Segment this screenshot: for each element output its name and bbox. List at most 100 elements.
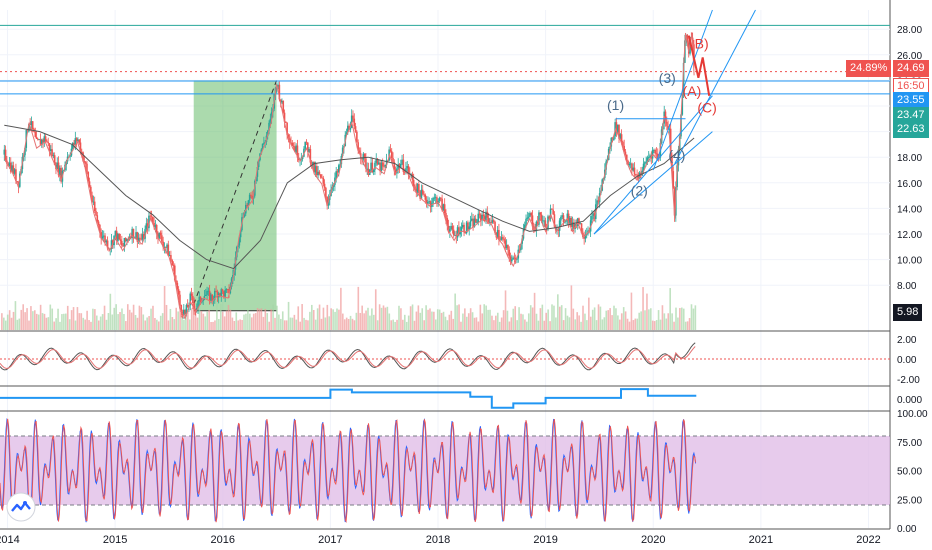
volume-bar [419,312,422,330]
candle-body [43,136,46,143]
time-axis[interactable]: 2014 2015 2016 2017 2018 2019 2020 2021 2022 [0,534,881,546]
candle-body [13,169,16,174]
candle-body [516,258,518,260]
volume-bar [82,317,85,330]
volume-bar [382,305,385,330]
volume-bar [429,308,431,330]
volume-bar [22,304,24,330]
candle-body [153,222,155,228]
candle-body [653,149,655,151]
candle-body [362,153,365,160]
candle-body [279,99,282,103]
candle-body [610,137,613,147]
candle-body [71,142,74,149]
volume-bar [202,313,205,330]
volume-bar [103,305,106,330]
candle-body [451,226,454,230]
tradingview-logo-icon[interactable] [6,492,36,522]
volume-bar [123,314,125,330]
volume-bar [671,313,673,330]
candle-body [501,237,504,239]
candle-body [536,221,539,225]
candle-body [42,139,44,143]
candle-body [219,293,221,297]
candle-body [687,42,690,54]
volume-bar [254,313,257,330]
volume-bar [353,320,356,330]
volume-bar [119,312,121,330]
candle-body [335,171,337,178]
candle-body [278,84,281,100]
volume-bar [580,321,582,330]
volume-bar [434,319,437,330]
candle-body [78,139,81,143]
candle-body [491,220,494,223]
candle-body [223,291,225,297]
candle-body [96,215,99,222]
volume-bar [183,319,185,330]
time-tick-label: 2019 [533,534,557,546]
candle-body [428,201,430,203]
time-tick-label: 2017 [318,534,342,546]
candle-body [478,213,481,215]
candle-body [74,138,77,145]
candle-body [356,131,358,143]
volume-bar [61,314,63,330]
volume-bar [57,308,59,330]
candle-body [179,294,181,306]
time-tick-label: 2015 [103,534,127,546]
volume-bar [396,319,398,330]
candle-body [557,229,560,231]
candle-body [38,139,40,141]
candle-body [322,177,325,184]
volume-bar [63,313,65,330]
oscillator-tick-label: -2.00 [897,375,920,386]
candle-body [668,128,671,130]
candle-body [152,216,154,223]
candle-body [214,290,216,300]
candle-body [567,213,570,224]
candle-body [419,191,421,199]
candle-body [87,172,90,182]
candle-body [579,223,582,225]
volume-bar [371,308,373,330]
volume-bar [88,320,90,330]
candle-body [436,197,438,204]
candle-body [392,157,394,162]
range-diagonal [193,80,278,305]
volume-bar [380,307,383,330]
candle-body [492,220,495,222]
volume-bar [487,309,489,330]
candle-body [100,232,102,239]
time-tick-label: 2020 [641,534,665,546]
volume-bar [626,318,629,330]
time-tick-label: 2022 [856,534,880,546]
volume-bar [543,320,546,330]
candle-body [540,214,543,221]
candle-body [371,162,374,172]
candle-body [418,183,420,192]
candle-body [28,124,30,132]
candle-body [645,161,647,163]
volume-bar [210,321,212,330]
candle-body [192,295,194,304]
candle-body [372,169,375,172]
volume-bar [80,313,83,330]
volume-bar [446,320,449,330]
candle-body [445,213,447,219]
volume-bar [74,320,77,330]
volume-bar [496,312,499,330]
candle-body [353,118,356,127]
candle-body [561,215,563,217]
volume-bar [694,305,697,330]
candle-body [211,294,214,300]
volume-bar [332,309,334,330]
volume-bar [198,295,201,330]
candle-body [548,216,551,219]
candle-body [105,240,108,243]
candle-body [318,171,321,175]
candle-body [177,289,180,295]
volume-bar [30,306,32,330]
time-tick-label: 2016 [211,534,235,546]
